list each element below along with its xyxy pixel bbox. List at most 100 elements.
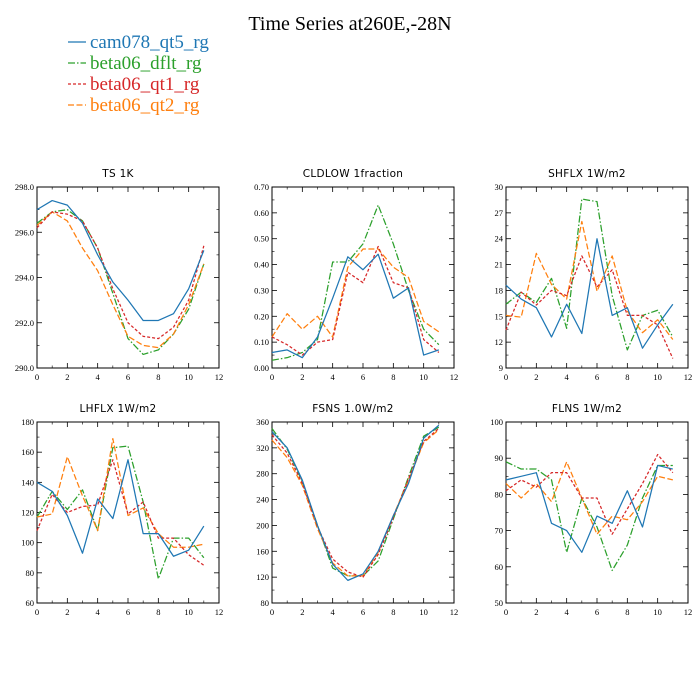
y-tick-label: 12 <box>495 337 504 347</box>
y-tick-label: 290.0 <box>15 363 34 373</box>
series-line-beta06_qt1_rg <box>505 255 674 359</box>
y-tick-label: 60 <box>26 598 35 608</box>
y-tick-label: 50 <box>495 598 504 608</box>
y-tick-label: 80 <box>261 598 270 608</box>
panels-grid: TS 1K0 2 4 6 8 10 12290.0292.0294.0296.0298.0C… <box>15 168 692 617</box>
series-line-beta06_dflt_rg <box>505 461 673 572</box>
series-line-cam078_qt5_rg <box>271 424 440 581</box>
y-tick-label: 70 <box>495 526 504 536</box>
y-tick-label: 18 <box>495 285 504 295</box>
series-line-beta06_dflt_rg <box>271 426 440 577</box>
series-line-cam078_qt5_rg <box>271 253 440 359</box>
x-tick-label: 0 <box>504 607 508 617</box>
y-tick-label: 0.60 <box>254 208 269 218</box>
x-tick-label: 10 <box>653 607 662 617</box>
x-tick-label: 8 <box>391 372 395 382</box>
panel-title: SHFLX 1W/m2 <box>548 168 626 180</box>
x-tick-label: 8 <box>156 372 160 382</box>
series-line-beta06_qt1_rg <box>36 211 205 340</box>
x-tick-label: 8 <box>625 372 629 382</box>
y-tick-label: 120 <box>256 572 269 582</box>
y-tick-label: 100 <box>21 538 34 548</box>
y-tick-label: 120 <box>21 508 34 518</box>
y-tick-label: 90 <box>495 453 504 463</box>
series-line-beta06_dflt_rg <box>36 209 205 356</box>
x-tick-label: 6 <box>595 372 599 382</box>
series-line-beta06_qt2_rg <box>271 248 440 338</box>
x-tick-label: 8 <box>625 607 629 617</box>
y-tick-label: 60 <box>495 562 504 572</box>
legend: cam078_qt5_rgbeta06_dflt_rgbeta06_qt1_rg… <box>68 32 209 116</box>
x-tick-label: 0 <box>270 607 274 617</box>
panel-2: CLDLOW 1fraction 0 2 4 6 8 10 12 0.00 0.10 0.20 0.3… <box>254 168 458 382</box>
plot-frame <box>505 421 689 604</box>
x-tick-label: 10 <box>184 372 193 382</box>
series-line-beta06_qt2_rg <box>505 220 674 340</box>
x-tick-label: 12 <box>450 372 459 382</box>
x-tick-label: 4 <box>96 372 101 382</box>
x-tick-label: 12 <box>215 372 224 382</box>
y-tick-label: 0.50 <box>254 234 269 244</box>
x-tick-label: 12 <box>450 607 459 617</box>
y-tick-label: 140 <box>21 477 34 487</box>
y-tick-label: 0.40 <box>254 260 269 270</box>
x-tick-label: 8 <box>391 607 395 617</box>
y-tick-label: 0.10 <box>254 337 269 347</box>
y-tick-label: 15 <box>495 311 504 321</box>
x-tick-label: 0 <box>35 607 39 617</box>
y-tick-label: 0.70 <box>254 182 269 192</box>
series-line-cam078_qt5_rg <box>36 199 205 322</box>
x-tick-label: 0 <box>35 372 39 382</box>
panel-6: FLNS 1W/m2 0 2 4 6 8 10 12 50 60 70 80 90 100 <box>490 403 692 617</box>
y-tick-label: 9 <box>499 363 503 373</box>
y-tick-label: 294.0 <box>15 273 34 283</box>
plot-frame <box>505 186 689 369</box>
x-tick-label: 10 <box>184 607 193 617</box>
y-tick-label: 30 <box>495 182 504 192</box>
panel-title: LHFLX 1W/m2 <box>80 403 157 415</box>
x-tick-label: 2 <box>65 607 69 617</box>
panel-title: FSNS 1.0W/m2 <box>312 403 394 415</box>
x-tick-label: 2 <box>300 372 304 382</box>
series-line-beta06_qt1_rg <box>505 453 674 535</box>
legend-label-beta06_qt2_rg: beta06_qt2_rg <box>90 95 200 116</box>
x-tick-label: 10 <box>653 372 662 382</box>
series-line-beta06_qt2_rg <box>36 437 204 548</box>
panel-1: TS 1K 0 2 4 6 8 10 12 290.0 292.0 294.0 296.0 298.0 <box>15 168 223 382</box>
y-tick-label: 80 <box>26 568 35 578</box>
x-tick-label: 2 <box>534 372 538 382</box>
legend-label-beta06_qt1_rg: beta06_qt1_rg <box>90 74 200 95</box>
series-line-cam078_qt5_rg <box>505 238 674 349</box>
series-line-beta06_qt1_rg <box>271 427 440 578</box>
x-tick-label: 2 <box>300 607 304 617</box>
y-tick-label: 320 <box>256 443 269 453</box>
x-tick-label: 4 <box>565 372 570 382</box>
series-line-beta06_dflt_rg <box>36 445 205 580</box>
x-tick-label: 6 <box>595 607 599 617</box>
y-tick-label: 24 <box>495 234 504 244</box>
x-tick-label: 10 <box>419 372 428 382</box>
legend-label-cam078_qt5_rg: cam078_qt5_rg <box>90 32 209 53</box>
plot-frame <box>271 186 455 369</box>
panel-4: LHFLX 1W/m2 0 2 4 6 8 10 12 60 80 100 120 140 160 180 <box>21 403 223 617</box>
y-tick-label: 27 <box>495 208 504 218</box>
y-tick-label: 180 <box>21 417 34 427</box>
x-tick-label: 8 <box>156 607 160 617</box>
x-tick-label: 12 <box>215 607 224 617</box>
series-line-beta06_qt2_rg <box>36 211 205 349</box>
panel-title: FLNS 1W/m2 <box>552 403 622 415</box>
y-tick-label: 240 <box>256 495 269 505</box>
panel-5: FSNS 1.0W/m2 0 2 4 6 8 10 12 80 120 160 200 240 280 32… <box>256 403 458 617</box>
x-tick-label: 6 <box>126 372 130 382</box>
x-tick-label: 6 <box>126 607 130 617</box>
x-tick-label: 2 <box>534 607 538 617</box>
x-tick-label: 12 <box>684 372 693 382</box>
series-line-cam078_qt5_rg <box>36 459 205 557</box>
y-tick-label: 296.0 <box>15 227 34 237</box>
y-tick-label: 100 <box>490 417 503 427</box>
y-tick-label: 80 <box>495 489 504 499</box>
y-tick-label: 0.20 <box>254 311 269 321</box>
series-line-cam078_qt5_rg <box>505 464 673 553</box>
